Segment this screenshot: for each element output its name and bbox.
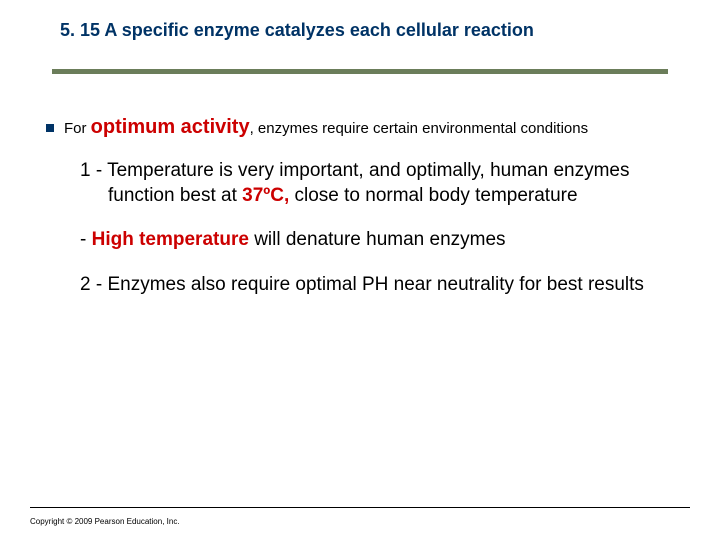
slide-title: 5. 15 A specific enzyme catalyzes each c… xyxy=(60,20,680,41)
copyright-text: Copyright © 2009 Pearson Education, Inc. xyxy=(30,517,180,526)
bullet-emph: optimum activity xyxy=(91,116,250,138)
sub-item-1: 1 - Temperature is very important, and o… xyxy=(80,159,660,208)
sub-item-2: - High temperature will denature human e… xyxy=(80,228,660,253)
item-prefix: - xyxy=(80,229,92,250)
bullet-marker xyxy=(46,124,54,132)
item-post: will denature human enzymes xyxy=(249,229,506,250)
bullet-pre: For xyxy=(64,120,91,137)
bullet-text: For optimum activity, enzymes require ce… xyxy=(64,114,588,141)
item-emph: High temperature xyxy=(92,229,249,250)
item-prefix: 2 - xyxy=(80,274,107,295)
item-emph: 37ºC, xyxy=(242,185,289,206)
title-rule xyxy=(52,69,668,74)
bullet-post: , enzymes require certain environmental … xyxy=(250,120,589,137)
sub-item-3: 2 - Enzymes also require optimal PH near… xyxy=(80,273,660,298)
main-bullet: For optimum activity, enzymes require ce… xyxy=(40,114,680,141)
item-post: close to normal body temperature xyxy=(289,185,577,206)
item-prefix: 1 - xyxy=(80,160,107,181)
item-pre: Enzymes also require optimal PH near neu… xyxy=(107,274,643,295)
footer-rule xyxy=(30,507,690,508)
